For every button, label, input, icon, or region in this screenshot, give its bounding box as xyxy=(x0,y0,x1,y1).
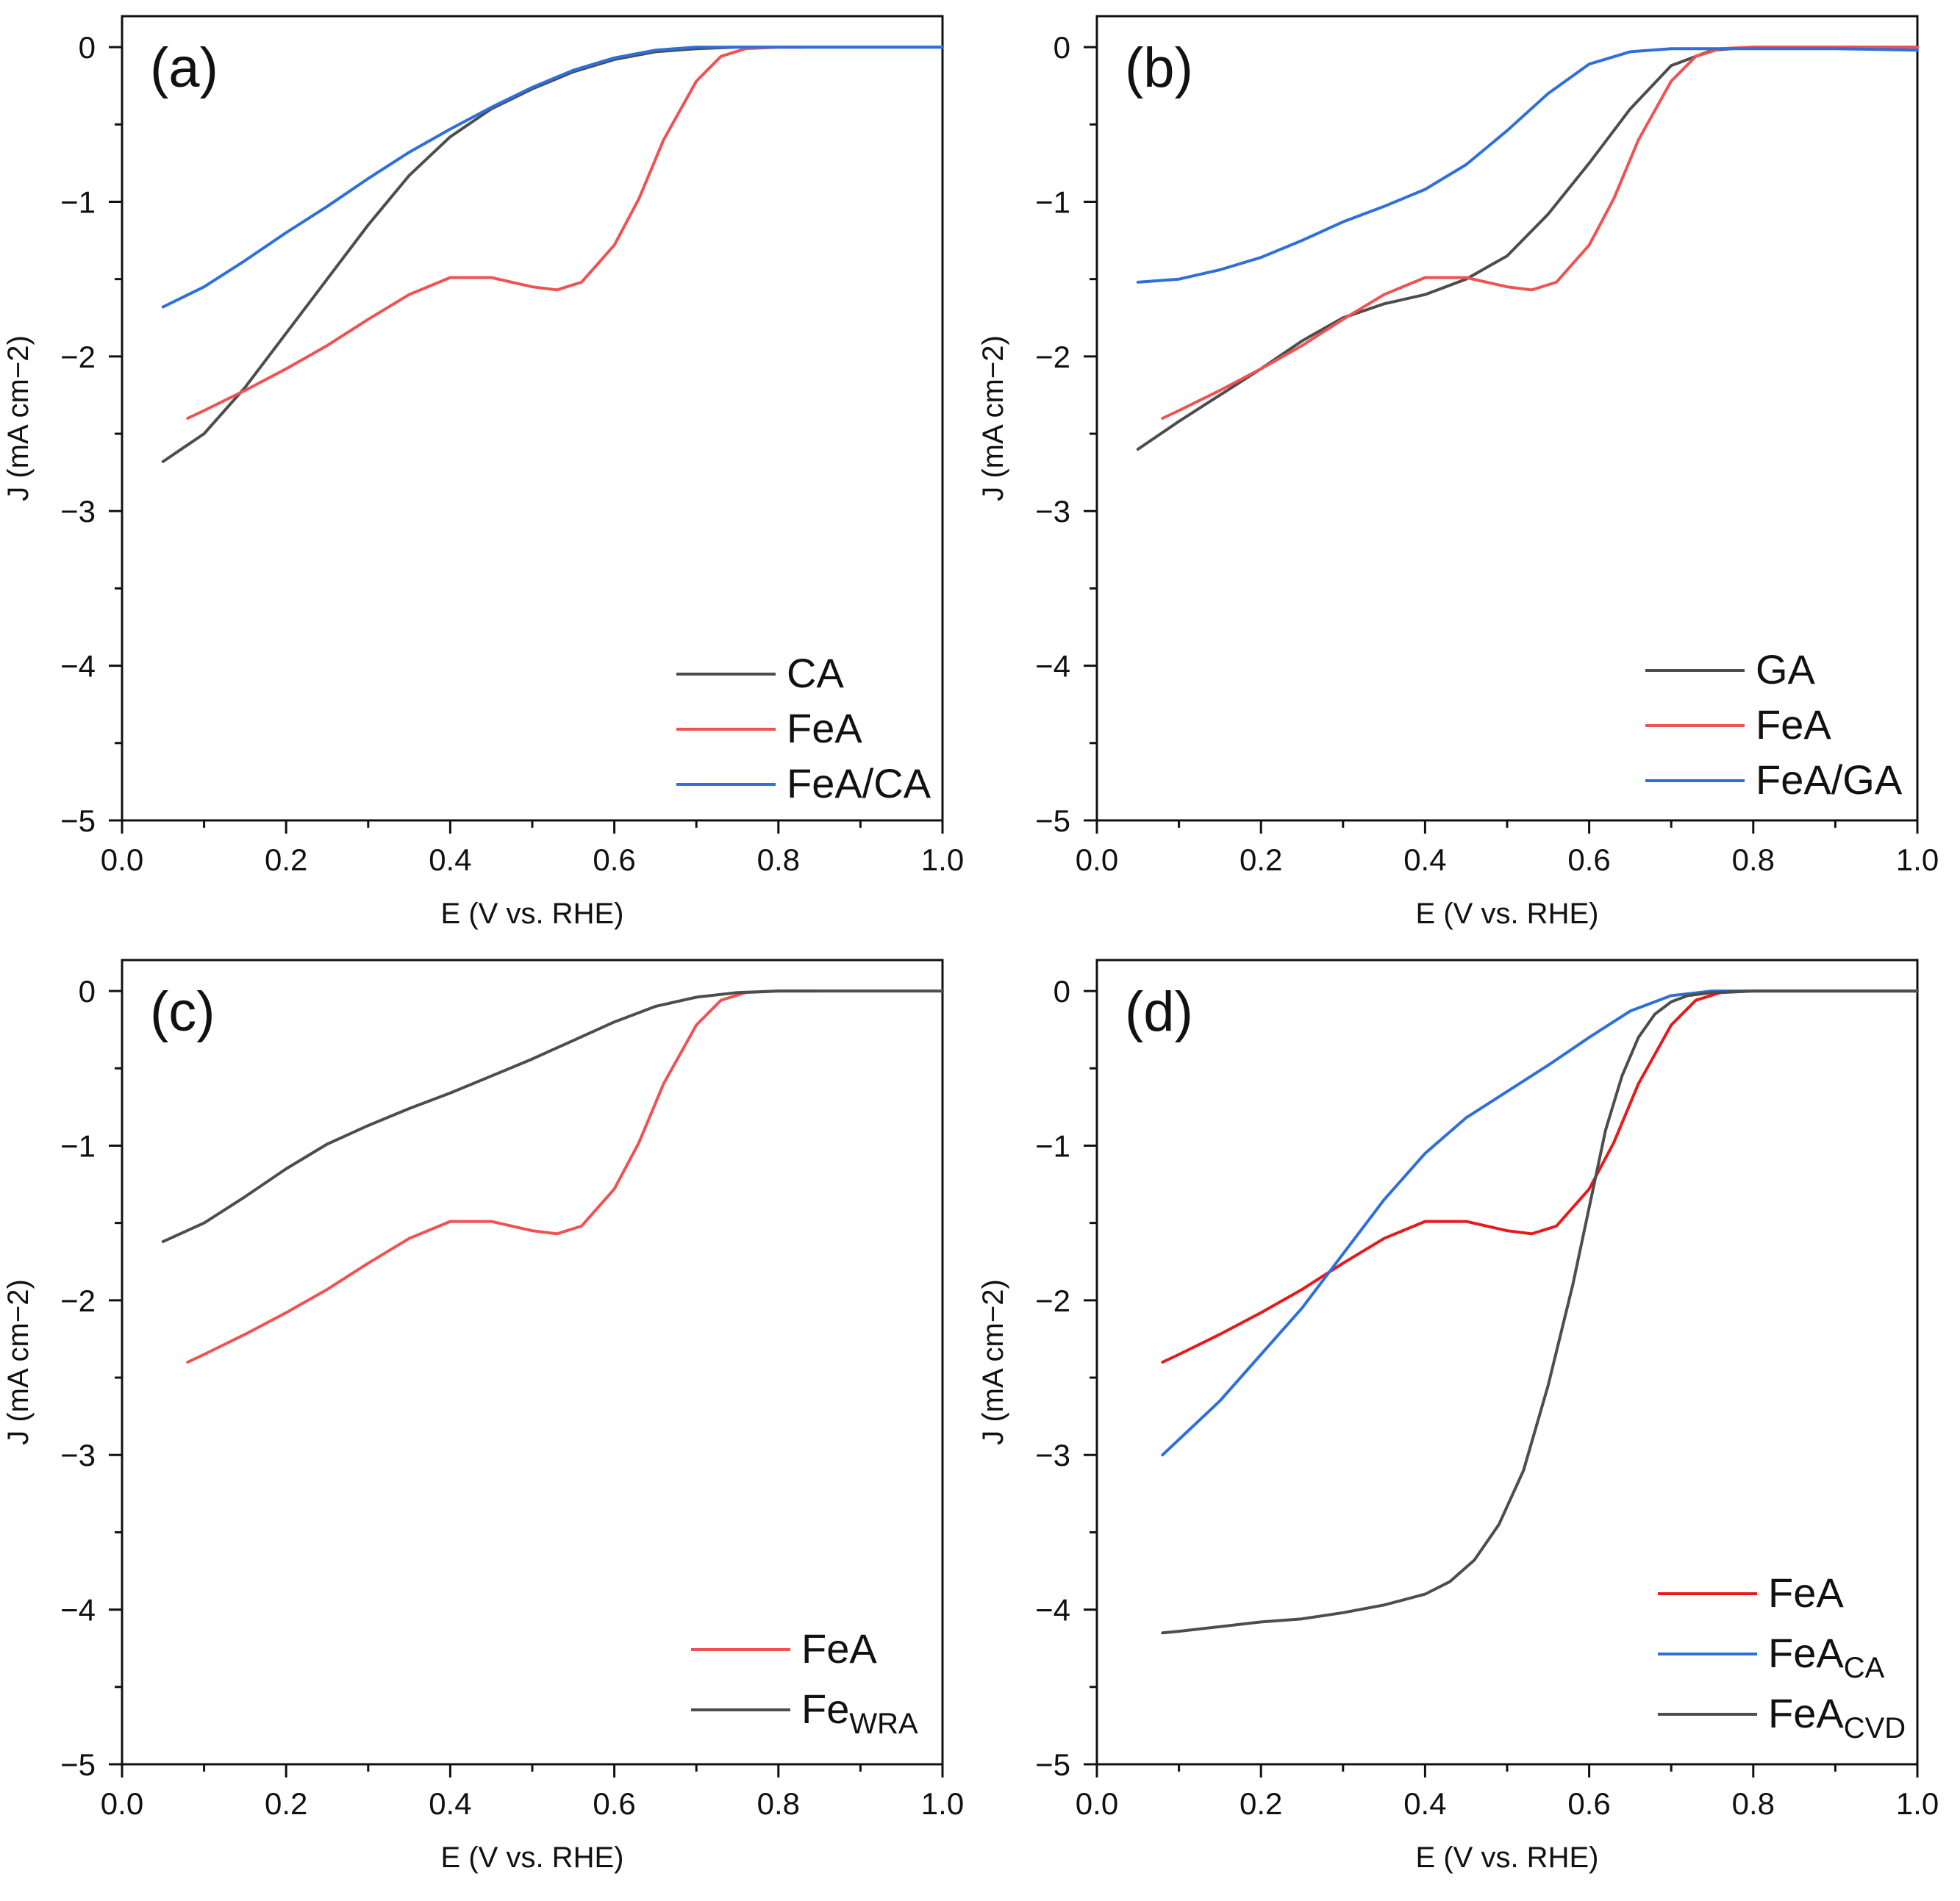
panel-1: 0.0 0.2 0.4 0.6 0.8 1.0 0 −1 −2 −3 −4 −5 E (V vs. RH… xyxy=(977,15,1939,930)
legend-entry: FeWRA xyxy=(801,1686,918,1740)
plot-frame xyxy=(1095,15,1919,822)
x-tick-label: 0.8 xyxy=(1732,842,1775,877)
y-tick-label: −4 xyxy=(60,649,96,684)
y-tick-label: −5 xyxy=(60,803,96,838)
legend: CA FeA FeA/CA xyxy=(676,650,931,806)
panel-label: (b) xyxy=(1125,37,1193,99)
legend-entry: FeA/GA xyxy=(1756,756,1903,803)
y-axis-label: J (mA cm−2) xyxy=(2,1279,35,1445)
x-tick-label: 0.2 xyxy=(265,842,307,877)
panel-label: (a) xyxy=(150,37,218,99)
y-tick-label: −3 xyxy=(1035,1438,1070,1472)
series-line-fea-ca xyxy=(1161,989,1919,1457)
legend: FeA FeWRA xyxy=(691,1625,918,1740)
series-line-ca xyxy=(161,46,944,463)
x-tick-label: 0.0 xyxy=(1076,842,1118,877)
y-tick-label: −4 xyxy=(1035,649,1070,684)
y-tick-label: −5 xyxy=(1035,803,1070,838)
y-tick-label: 0 xyxy=(1054,974,1070,1009)
y-tick-label: −1 xyxy=(60,1128,96,1163)
x-tick-label: 0.8 xyxy=(1732,1786,1775,1821)
y-tick-label: −2 xyxy=(60,340,96,374)
x-tick-label: 0.0 xyxy=(101,1786,143,1821)
legend-entry: FeA xyxy=(1768,1569,1844,1616)
y-tick-label: −2 xyxy=(1035,340,1070,374)
series-line-ga xyxy=(1136,46,1919,451)
y-axis-label: J (mA cm−2) xyxy=(977,335,1009,501)
legend-entry: FeACVD xyxy=(1768,1690,1906,1744)
legend-entry: FeA xyxy=(801,1625,877,1672)
y-axis-label: J (mA cm−2) xyxy=(2,335,35,501)
legend-entry-subscript: CA xyxy=(1844,1652,1885,1684)
y-tick-label: −2 xyxy=(1035,1284,1070,1318)
y-tick-label: 0 xyxy=(1054,30,1070,65)
series-line-fea-cvd xyxy=(1161,989,1919,1635)
x-tick-label: 1.0 xyxy=(1896,842,1939,877)
x-tick-label: 0.8 xyxy=(757,842,800,877)
y-tick-label: −3 xyxy=(60,1438,96,1472)
x-axis-label: E (V vs. RHE) xyxy=(1416,1841,1599,1874)
x-tick-label: 1.0 xyxy=(921,842,964,877)
y-tick-label: −3 xyxy=(60,494,96,529)
x-tick-label: 0.4 xyxy=(429,842,471,877)
series-line-fe-wra xyxy=(161,989,944,1243)
x-axis-label: E (V vs. RHE) xyxy=(441,1841,624,1874)
panel-label: (d) xyxy=(1125,981,1193,1043)
x-tick-label: 0.4 xyxy=(1403,1786,1446,1821)
x-tick-label: 0.2 xyxy=(1240,1786,1282,1821)
legend-entry-subscript: CVD xyxy=(1844,1712,1906,1744)
x-tick-label: 0.0 xyxy=(101,842,143,877)
x-axis-label: E (V vs. RHE) xyxy=(441,898,624,930)
y-tick-label: −4 xyxy=(1035,1593,1070,1628)
x-tick-label: 0.8 xyxy=(757,1786,800,1821)
panel-2: 0.0 0.2 0.4 0.6 0.8 1.0 0 −1 −2 −3 −4 −5 E (V vs. RH… xyxy=(2,959,964,1874)
y-tick-label: −1 xyxy=(1035,1128,1070,1163)
x-axis-label: E (V vs. RHE) xyxy=(1416,898,1599,930)
y-tick-label: −3 xyxy=(1035,494,1070,529)
legend-entry: FeA/CA xyxy=(787,760,931,806)
series-line-fea-ca xyxy=(161,46,944,309)
legend-entry: FeA xyxy=(787,705,862,751)
legend: FeA FeACA FeACVD xyxy=(1658,1569,1906,1744)
x-tick-label: 0.4 xyxy=(1403,842,1446,877)
x-tick-label: 0.2 xyxy=(265,1786,307,1821)
y-tick-label: −2 xyxy=(60,1284,96,1318)
plot-frame xyxy=(121,15,944,822)
y-tick-label: −1 xyxy=(1035,185,1070,219)
panel-3: 0.0 0.2 0.4 0.6 0.8 1.0 0 −1 −2 −3 −4 −5 E (V vs. RH… xyxy=(977,959,1939,1874)
panel-0: 0.0 0.2 0.4 0.6 0.8 1.0 0 −1 −2 −3 −4 −5 E (V vs. RH… xyxy=(2,15,964,930)
x-tick-label: 0.0 xyxy=(1076,1786,1118,1821)
y-tick-label: −5 xyxy=(60,1747,96,1782)
y-tick-label: −1 xyxy=(60,185,96,219)
series-line-fea xyxy=(186,46,805,420)
panel-label: (c) xyxy=(150,981,215,1043)
legend-entry-subscript: WRA xyxy=(849,1708,918,1740)
y-tick-label: 0 xyxy=(79,30,96,65)
x-tick-label: 0.6 xyxy=(593,1786,635,1821)
x-tick-label: 0.6 xyxy=(593,842,635,877)
series-line-fea xyxy=(186,989,821,1364)
legend-entry: GA xyxy=(1756,646,1816,692)
x-tick-label: 0.4 xyxy=(429,1786,471,1821)
series-line-fea-ga xyxy=(1136,47,1919,284)
x-tick-label: 0.6 xyxy=(1567,842,1610,877)
y-axis-label: J (mA cm−2) xyxy=(977,1279,1009,1445)
y-tick-label: −4 xyxy=(60,1593,96,1628)
legend-entry: FeACA xyxy=(1768,1630,1885,1684)
series-line-fea xyxy=(1161,989,1919,1364)
legend-entry: FeA xyxy=(1756,701,1831,748)
x-tick-label: 1.0 xyxy=(921,1786,964,1821)
x-tick-label: 0.2 xyxy=(1240,842,1282,877)
y-tick-label: −5 xyxy=(1035,1747,1070,1782)
y-tick-label: 0 xyxy=(79,974,96,1009)
x-tick-label: 1.0 xyxy=(1896,1786,1939,1821)
x-tick-label: 0.6 xyxy=(1567,1786,1610,1821)
legend-entry: CA xyxy=(787,650,844,696)
legend: GA FeA FeA/GA xyxy=(1645,646,1903,803)
